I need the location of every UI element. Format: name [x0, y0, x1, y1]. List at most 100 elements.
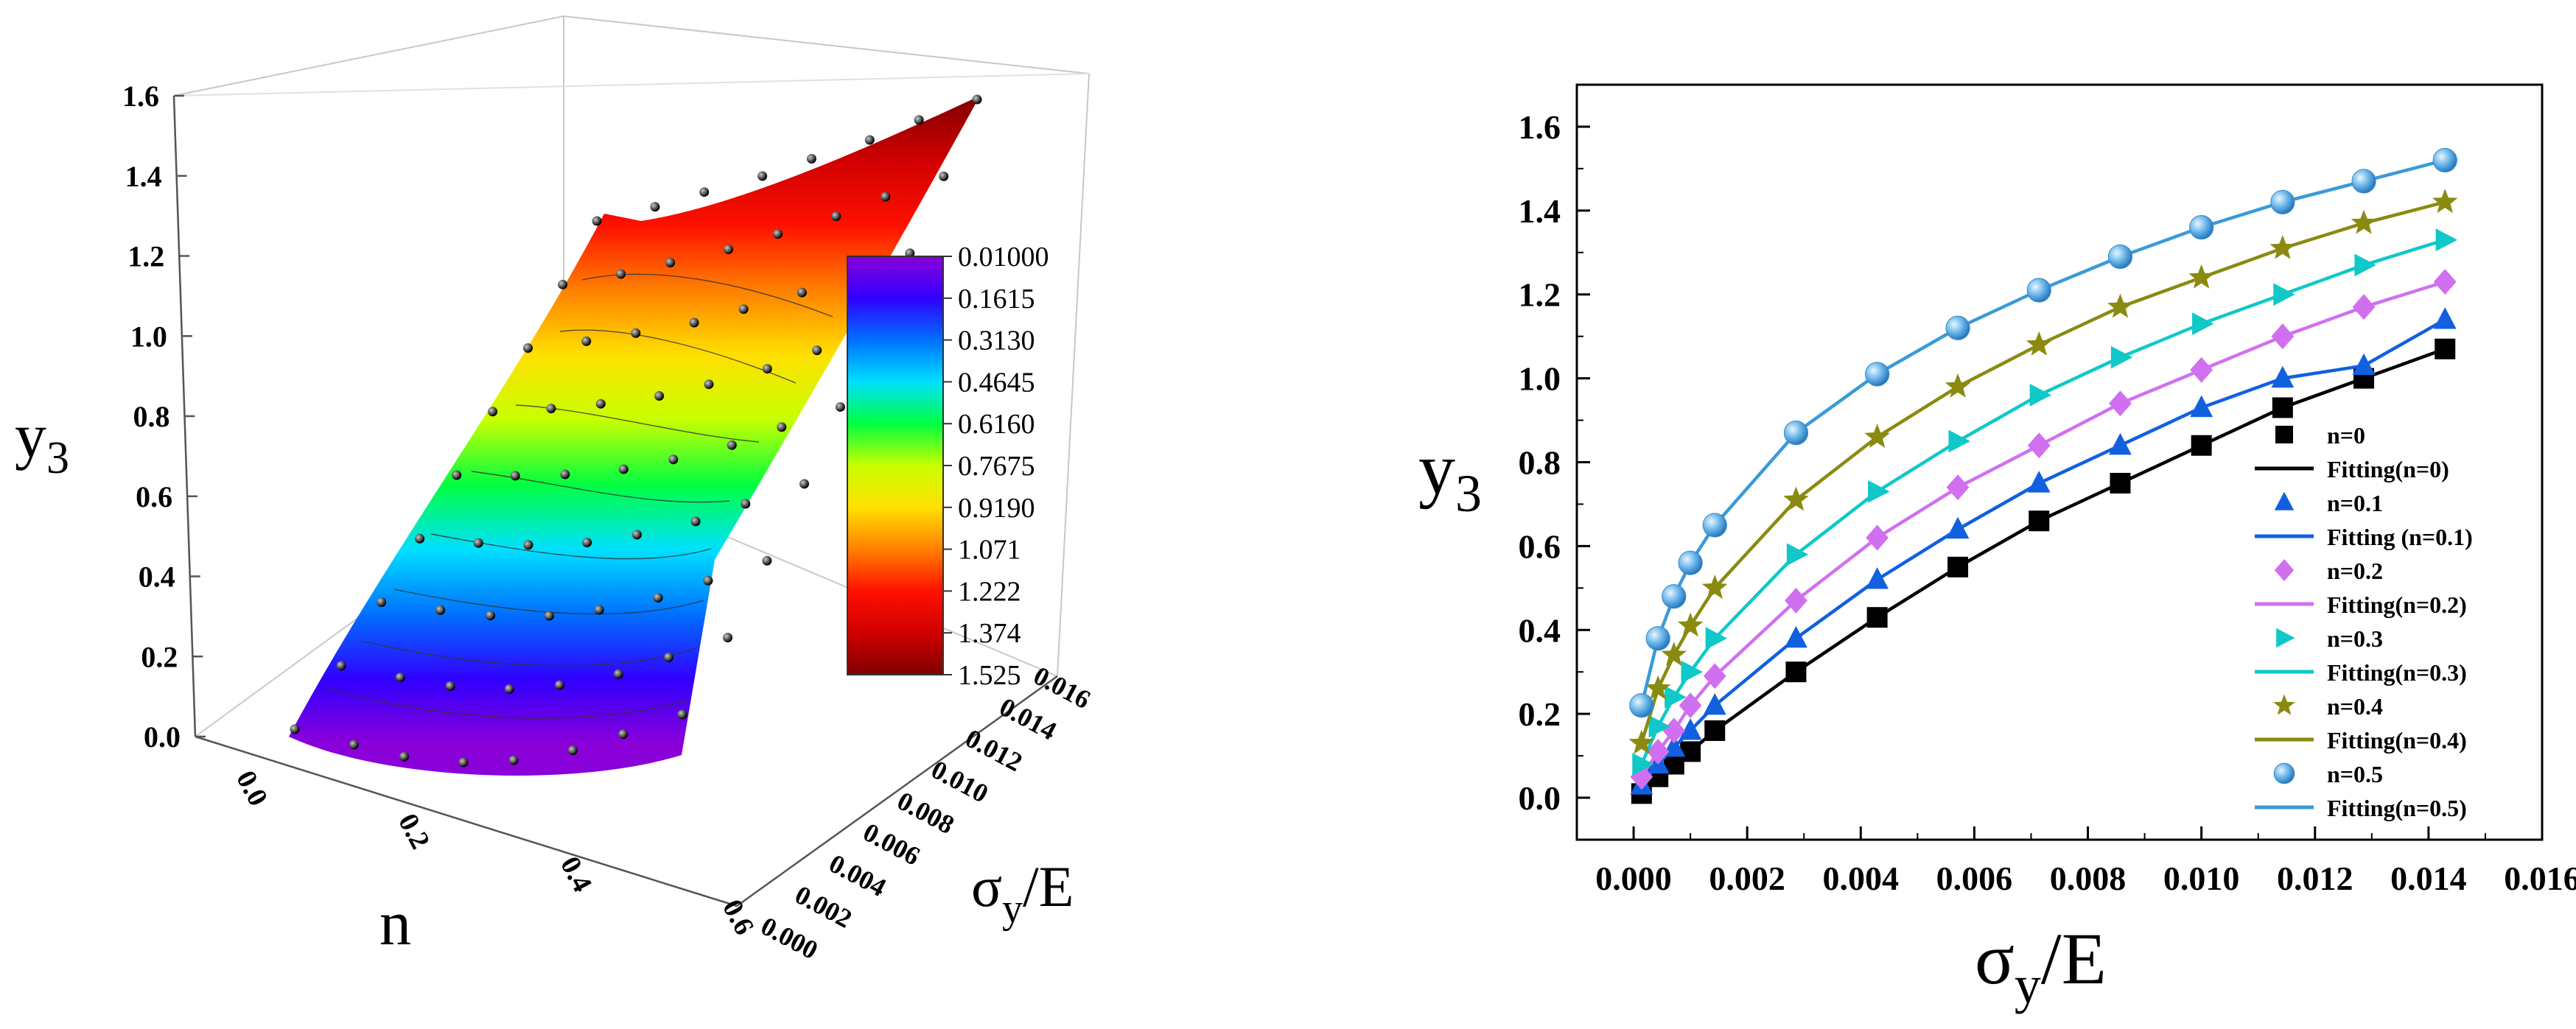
data-point: [2433, 307, 2457, 329]
data-point: [1678, 550, 1703, 575]
x-tick-label: 0.016: [2504, 860, 2576, 897]
data-point: [2273, 283, 2295, 306]
surface-point: [399, 751, 410, 762]
surface-point: [582, 538, 592, 547]
y-tick-label: 0.016: [1029, 661, 1095, 714]
data-point: [1648, 714, 1670, 738]
data-point: [2435, 338, 2456, 359]
colorbar-label: 1.374: [958, 618, 1021, 649]
z-tick-label: 1.0: [130, 320, 167, 353]
data-point: [1865, 362, 1890, 387]
legend-label: n=0.3: [2327, 625, 2383, 652]
data-point: [2352, 353, 2376, 376]
data-point: [1680, 741, 1701, 762]
x-tick-label: 0.002: [1709, 860, 1785, 897]
data-point: [2029, 510, 2050, 532]
z-tick-label: 1.4: [125, 160, 162, 193]
y-tick-label: 0.000: [756, 911, 822, 965]
surface-point: [654, 391, 665, 401]
data-point: [1661, 642, 1687, 667]
colorbar-label: 1.071: [958, 535, 1021, 566]
surface-point: [415, 533, 425, 544]
data-point: [1866, 567, 1889, 589]
legend-label: n=0: [2327, 422, 2365, 449]
surface-point: [762, 364, 772, 374]
surface-point: [797, 287, 807, 298]
legend: n=0 Fitting(n=0) n=0.1 Fitting (n=0.1) n=0.2…: [2255, 422, 2473, 821]
data-point: [2271, 365, 2295, 388]
z-tick-label: 0.8: [133, 400, 170, 433]
y-tick-label: 0.002: [790, 879, 856, 933]
y-tick-label: 0.010: [926, 754, 993, 808]
colorbar-label: 0.4645: [958, 367, 1035, 398]
surface-point: [723, 633, 733, 643]
colorbar-label: 0.7675: [958, 451, 1035, 482]
y-tick-label: 0.2: [1519, 695, 1561, 733]
legend-label: Fitting(n=0.3): [2327, 659, 2467, 686]
data-point: [1662, 717, 1686, 744]
x-tick-label: 0.2: [392, 809, 435, 854]
z-tick-label: 0.0: [144, 720, 181, 754]
legend-marker: [2276, 628, 2295, 648]
y-axis-ticks: 0.0000.0020.0040.0060.0080.0100.0120.014…: [756, 661, 1095, 965]
x-tick-label: 0.4: [554, 851, 598, 897]
data-point: [1866, 607, 1888, 628]
data-point: [1677, 612, 1704, 637]
surface-point: [618, 464, 629, 474]
data-point: [1786, 543, 1809, 566]
surface-point: [881, 192, 891, 202]
surface-point: [914, 115, 924, 125]
y-tick-label: 0.006: [858, 817, 925, 871]
surface-point: [831, 211, 841, 222]
y-tick-label: 0.004: [825, 849, 891, 902]
legend-label: Fitting(n=0.2): [2327, 591, 2467, 618]
surface-point: [445, 681, 455, 691]
surface-point: [458, 757, 469, 768]
surface-point: [939, 171, 949, 181]
z-axis-ticks: 0.0 0.2 0.4 0.6 0.8 1.0 1.2 1.4 1.6: [122, 80, 206, 754]
legend-label: Fitting (n=0.1): [2327, 524, 2473, 550]
legend-label: n=0.2: [2327, 558, 2383, 584]
colorbar-label: 1.525: [958, 660, 1021, 691]
z-tick-label: 0.6: [136, 480, 172, 513]
data-point: [1665, 685, 1687, 709]
surface-point: [473, 538, 483, 548]
data-point: [2109, 390, 2132, 417]
data-point: [1662, 584, 1687, 609]
surface-point: [741, 499, 751, 509]
colorbar-label: 0.3130: [958, 326, 1035, 357]
legend-label: Fitting(n=0): [2327, 456, 2449, 482]
surface-point: [290, 724, 300, 734]
surface-point: [349, 740, 359, 750]
data-point: [1948, 429, 1970, 453]
colorbar-label: 1.222: [958, 576, 1021, 607]
x-axis-ticks: 0.00.20.40.6: [230, 766, 760, 941]
data-point: [1628, 729, 1655, 754]
surface-point: [689, 317, 699, 328]
x-tick-label: 0.014: [2390, 860, 2467, 897]
surface-point: [616, 269, 626, 279]
x-tick-label: 0.010: [2163, 860, 2240, 897]
y-tick-label: 0.012: [961, 723, 1027, 777]
data-point: [2352, 294, 2376, 320]
y-tick-label: 1.0: [1519, 360, 1561, 398]
x-tick-label: 0.008: [2050, 860, 2127, 897]
data-point: [2107, 244, 2133, 270]
z-tick-label: 0.2: [141, 640, 178, 673]
surface-point: [486, 611, 495, 621]
data-point: [2107, 293, 2133, 318]
data-point: [1945, 315, 1970, 340]
surface-point: [762, 555, 772, 566]
surface-point: [690, 516, 701, 527]
colorbar-labels: 0.01000 0.1615 0.3130 0.4645 0.6160 0.7675 0.9…: [943, 242, 1049, 691]
y-tick-label: 0.008: [892, 786, 959, 840]
surface-point: [452, 470, 462, 480]
data-point: [1703, 663, 1726, 689]
surface-point: [395, 672, 405, 683]
surface-point: [544, 611, 554, 621]
y-tick-label: 1.6: [1519, 108, 1561, 146]
data-point: [2192, 312, 2214, 335]
surface-point: [435, 605, 446, 615]
surface-point: [835, 402, 845, 412]
legend-label: Fitting(n=0.5): [2327, 795, 2467, 821]
